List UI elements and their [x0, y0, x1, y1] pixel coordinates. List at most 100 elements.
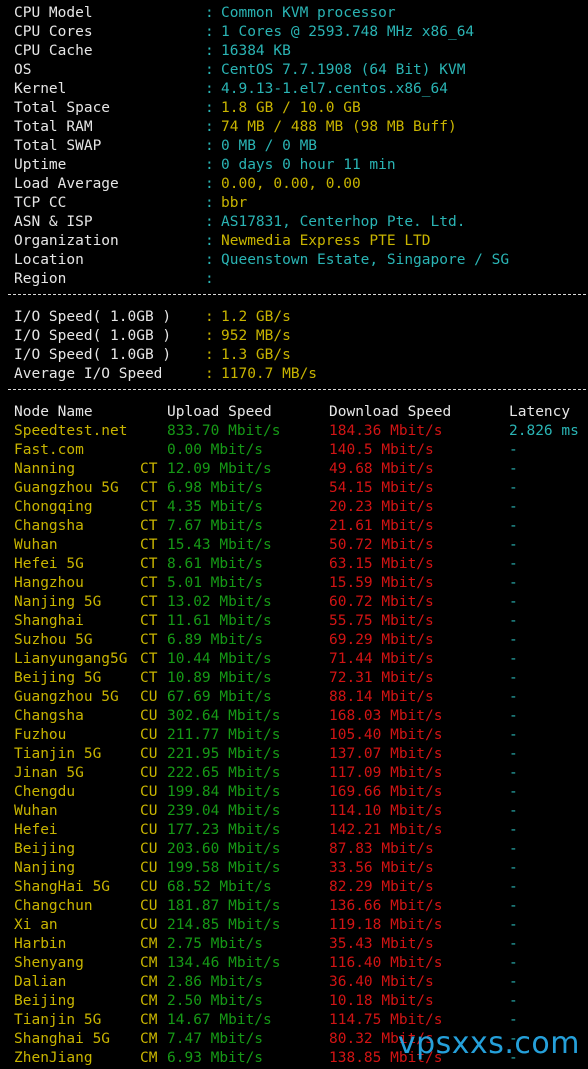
isp-code: CM: [140, 936, 158, 952]
node-name: Hangzhou: [14, 575, 84, 591]
download-speed: 71.44 Mbit/s: [329, 651, 434, 667]
upload-speed: 15.43 Mbit/s: [167, 537, 272, 553]
upload-speed: 214.85 Mbit/s: [167, 917, 281, 933]
node-name: Changsha: [14, 518, 84, 534]
download-speed: 21.61 Mbit/s: [329, 518, 434, 534]
upload-speed: 4.35 Mbit/s: [167, 499, 264, 515]
separator-colon: :: [205, 252, 214, 268]
download-speed: 142.21 Mbit/s: [329, 822, 443, 838]
download-speed: 119.18 Mbit/s: [329, 917, 443, 933]
isp-code: CT: [140, 651, 158, 667]
latency-value: -: [509, 708, 518, 724]
sysinfo-value: 1.8 GB / 10.0 GB: [221, 100, 361, 116]
download-speed: 88.14 Mbit/s: [329, 689, 434, 705]
column-header-upload: Upload Speed: [167, 404, 272, 420]
download-speed: 50.72 Mbit/s: [329, 537, 434, 553]
divider-line: [8, 389, 586, 390]
node-name: Guangzhou 5G: [14, 480, 119, 496]
upload-speed: 11.61 Mbit/s: [167, 613, 272, 629]
latency-value: -: [509, 594, 518, 610]
separator-colon: :: [205, 119, 214, 135]
download-speed: 10.18 Mbit/s: [329, 993, 434, 1009]
isp-code: CU: [140, 727, 158, 743]
sysinfo-label: ASN & ISP: [14, 214, 93, 230]
sysinfo-label: Uptime: [14, 157, 67, 173]
download-speed: 140.5 Mbit/s: [329, 442, 434, 458]
upload-speed: 2.75 Mbit/s: [167, 936, 264, 952]
latency-value: -: [509, 917, 518, 933]
isp-code: CU: [140, 917, 158, 933]
download-speed: 69.29 Mbit/s: [329, 632, 434, 648]
separator-colon: :: [205, 214, 214, 230]
separator-colon: :: [205, 138, 214, 154]
latency-value: -: [509, 879, 518, 895]
sysinfo-value: Newmedia Express PTE LTD: [221, 233, 431, 249]
upload-speed: 5.01 Mbit/s: [167, 575, 264, 591]
download-speed: 87.83 Mbit/s: [329, 841, 434, 857]
upload-speed: 2.86 Mbit/s: [167, 974, 264, 990]
sysinfo-label: TCP CC: [14, 195, 67, 211]
io-label: I/O Speed( 1.0GB ): [14, 309, 172, 325]
sysinfo-value: 1 Cores @ 2593.748 MHz x86_64: [221, 24, 475, 40]
isp-code: CT: [140, 575, 158, 591]
node-name: Xi an: [14, 917, 58, 933]
node-name: Hefei: [14, 822, 58, 838]
separator-colon: :: [205, 328, 214, 344]
node-name: Chongqing: [14, 499, 93, 515]
upload-speed: 67.69 Mbit/s: [167, 689, 272, 705]
download-speed: 36.40 Mbit/s: [329, 974, 434, 990]
node-name: Harbin: [14, 936, 67, 952]
latency-value: -: [509, 784, 518, 800]
separator-colon: :: [205, 5, 214, 21]
upload-speed: 134.46 Mbit/s: [167, 955, 281, 971]
isp-code: CM: [140, 1012, 158, 1028]
latency-value: -: [509, 936, 518, 952]
separator-colon: :: [205, 271, 214, 287]
upload-speed: 833.70 Mbit/s: [167, 423, 281, 439]
node-name: Shanghai 5G: [14, 1031, 111, 1047]
sysinfo-value: bbr: [221, 195, 248, 211]
node-name: Nanning: [14, 461, 76, 477]
download-speed: 168.03 Mbit/s: [329, 708, 443, 724]
upload-speed: 221.95 Mbit/s: [167, 746, 281, 762]
separator-colon: :: [205, 366, 214, 382]
column-header-download: Download Speed: [329, 404, 452, 420]
column-header-latency: Latency: [509, 404, 571, 420]
download-speed: 82.29 Mbit/s: [329, 879, 434, 895]
io-label: I/O Speed( 1.0GB ): [14, 328, 172, 344]
upload-speed: 302.64 Mbit/s: [167, 708, 281, 724]
download-speed: 63.15 Mbit/s: [329, 556, 434, 572]
io-value: 1.3 GB/s: [221, 347, 291, 363]
node-name: Speedtest.net: [14, 423, 128, 439]
download-speed: 184.36 Mbit/s: [329, 423, 443, 439]
sysinfo-value: 0 MB / 0 MB: [221, 138, 318, 154]
upload-speed: 12.09 Mbit/s: [167, 461, 272, 477]
download-speed: 138.85 Mbit/s: [329, 1050, 443, 1066]
download-speed: 60.72 Mbit/s: [329, 594, 434, 610]
isp-code: CT: [140, 461, 158, 477]
upload-speed: 211.77 Mbit/s: [167, 727, 281, 743]
isp-code: CU: [140, 822, 158, 838]
separator-colon: :: [205, 347, 214, 363]
sysinfo-label: CPU Model: [14, 5, 93, 21]
node-name: Changchun: [14, 898, 93, 914]
isp-code: CT: [140, 518, 158, 534]
divider-line: [8, 294, 586, 295]
latency-value: -: [509, 556, 518, 572]
isp-code: CU: [140, 841, 158, 857]
upload-speed: 14.67 Mbit/s: [167, 1012, 272, 1028]
download-speed: 105.40 Mbit/s: [329, 727, 443, 743]
isp-code: CT: [140, 632, 158, 648]
latency-value: -: [509, 518, 518, 534]
separator-colon: :: [205, 157, 214, 173]
latency-value: -: [509, 461, 518, 477]
separator-colon: :: [205, 24, 214, 40]
latency-value: -: [509, 765, 518, 781]
separator-colon: :: [205, 309, 214, 325]
isp-code: CT: [140, 670, 158, 686]
node-name: Fast.com: [14, 442, 84, 458]
sysinfo-label: Total SWAP: [14, 138, 102, 154]
node-name: Changsha: [14, 708, 84, 724]
sysinfo-label: Location: [14, 252, 84, 268]
sysinfo-value: 4.9.13-1.el7.centos.x86_64: [221, 81, 448, 97]
